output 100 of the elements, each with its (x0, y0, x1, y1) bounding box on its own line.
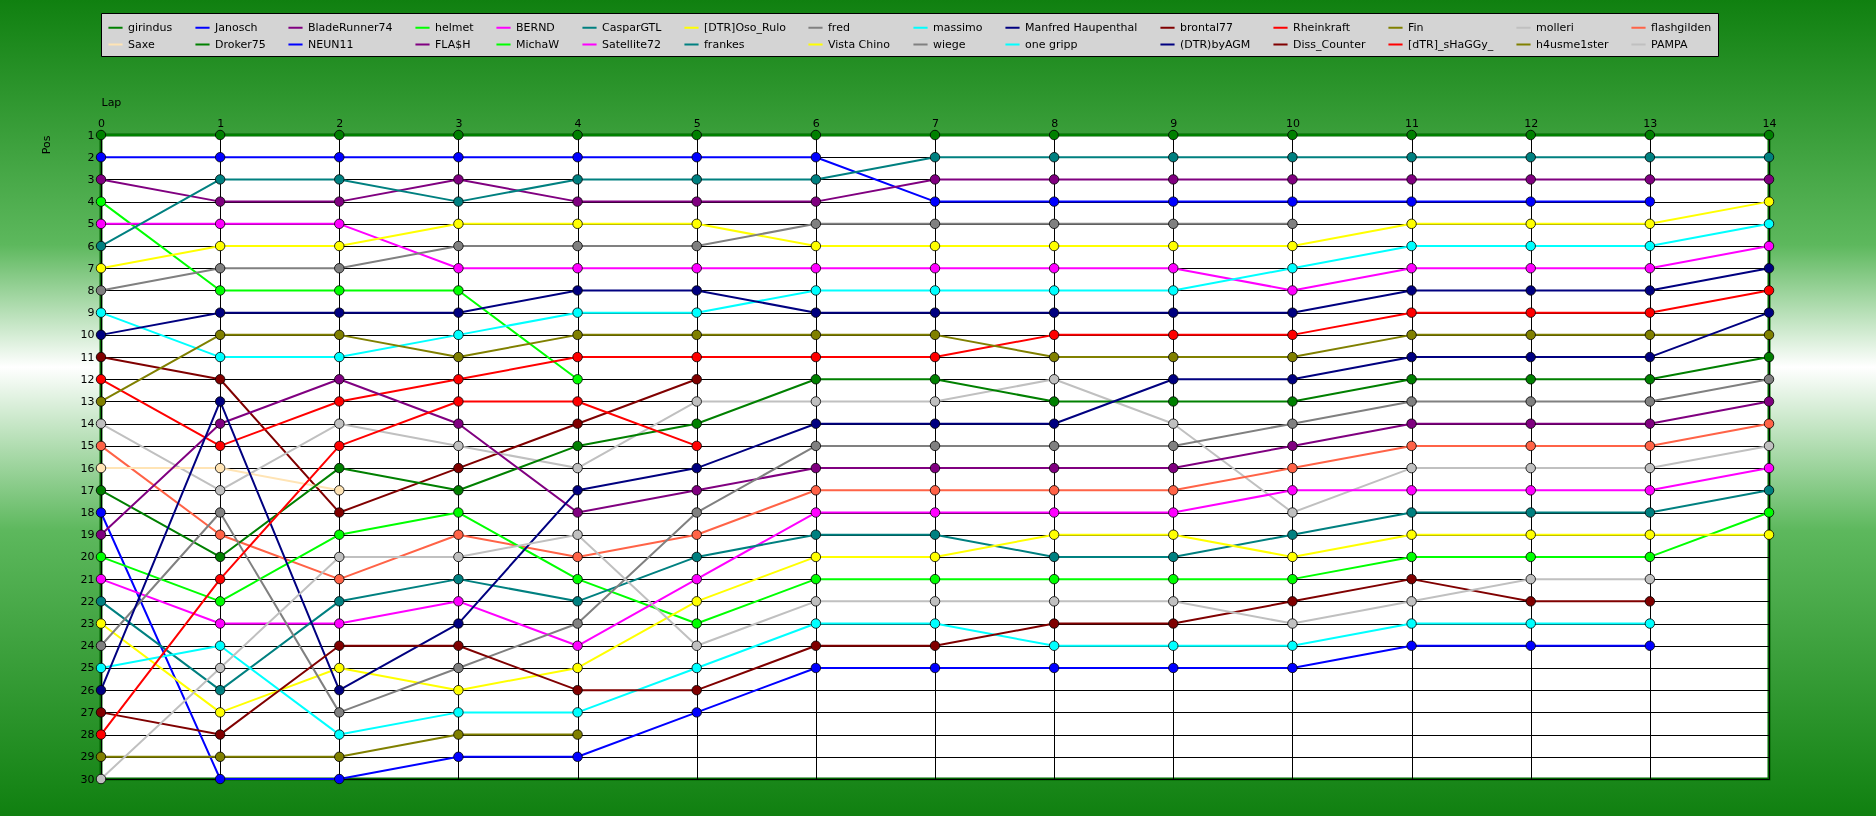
x-tick-label: 5 (693, 116, 701, 130)
point (334, 574, 345, 585)
point (929, 129, 941, 141)
point (215, 396, 226, 407)
point (453, 618, 464, 629)
legend-label: Diss_Counter (1293, 37, 1366, 51)
point (215, 240, 226, 252)
point (810, 662, 821, 674)
point (334, 418, 345, 429)
point (691, 462, 702, 474)
point (453, 196, 464, 207)
point (810, 329, 821, 340)
point (1406, 240, 1417, 252)
point (929, 263, 941, 274)
legend-label: girindus (128, 20, 173, 34)
point (572, 418, 583, 429)
y-tick-label: 12 (80, 372, 95, 386)
legend-label: Janosch (214, 20, 258, 34)
point (215, 485, 226, 496)
point (1049, 551, 1060, 563)
point (572, 707, 583, 718)
point (1644, 374, 1655, 385)
point (95, 462, 107, 474)
point (95, 351, 107, 363)
point (1644, 618, 1655, 629)
y-tick-label: 7 (87, 261, 95, 275)
point (929, 218, 941, 229)
point (1168, 263, 1179, 274)
point (1644, 196, 1655, 207)
point (691, 174, 702, 185)
point (1525, 551, 1536, 563)
legend-label: frankes (704, 37, 745, 51)
point (453, 263, 464, 274)
point (334, 640, 345, 651)
point (334, 240, 345, 252)
legend-label: BERND (516, 20, 555, 34)
legend-label: FLA$H (435, 37, 471, 51)
point (810, 507, 821, 518)
point (1049, 507, 1060, 518)
point (1525, 307, 1536, 318)
point (810, 263, 821, 274)
point (1287, 507, 1298, 518)
point (810, 440, 821, 452)
point (810, 218, 821, 229)
point (1168, 240, 1179, 252)
point (95, 529, 107, 540)
point (334, 462, 345, 474)
x-axis-title: Lap (101, 95, 122, 109)
point (929, 662, 941, 674)
point (1168, 129, 1179, 141)
point (691, 685, 702, 696)
y-tick-label: 20 (80, 550, 95, 564)
point (1287, 529, 1298, 540)
point (215, 152, 226, 163)
legend-label: PAMPA (1651, 37, 1688, 51)
point (929, 351, 941, 363)
point (1525, 574, 1536, 585)
point (1644, 307, 1655, 318)
point (1287, 462, 1298, 474)
point (1049, 396, 1060, 407)
point (929, 285, 941, 296)
point (334, 174, 345, 185)
point (95, 396, 107, 407)
y-tick-label: 3 (87, 172, 95, 186)
point (95, 329, 107, 340)
point (215, 507, 226, 518)
point (453, 574, 464, 585)
point (453, 462, 464, 474)
point (1406, 329, 1417, 340)
point (929, 329, 941, 340)
point (215, 551, 226, 563)
point (215, 440, 226, 452)
point (1049, 574, 1060, 585)
legend-label: helmet (435, 20, 475, 34)
point (215, 263, 226, 274)
point (1763, 507, 1775, 518)
point (1287, 440, 1298, 452)
point (1763, 307, 1775, 318)
point (1168, 551, 1179, 563)
legend-label: [DTR]Oso_Rulo (704, 20, 787, 34)
y-tick-label: 28 (80, 728, 95, 742)
point (95, 618, 107, 629)
point (1168, 507, 1179, 518)
point (215, 529, 226, 540)
y-tick-label: 30 (80, 772, 95, 786)
point (1644, 640, 1655, 651)
point (1406, 196, 1417, 207)
point (1406, 152, 1417, 163)
point (1049, 596, 1060, 607)
point (95, 507, 107, 518)
point (334, 129, 345, 141)
point (1763, 485, 1775, 496)
point (1287, 196, 1298, 207)
point (1406, 618, 1417, 629)
point (334, 485, 345, 496)
point (1168, 307, 1179, 318)
point (929, 196, 941, 207)
point (95, 574, 107, 585)
point (691, 507, 702, 518)
point (1406, 307, 1417, 318)
